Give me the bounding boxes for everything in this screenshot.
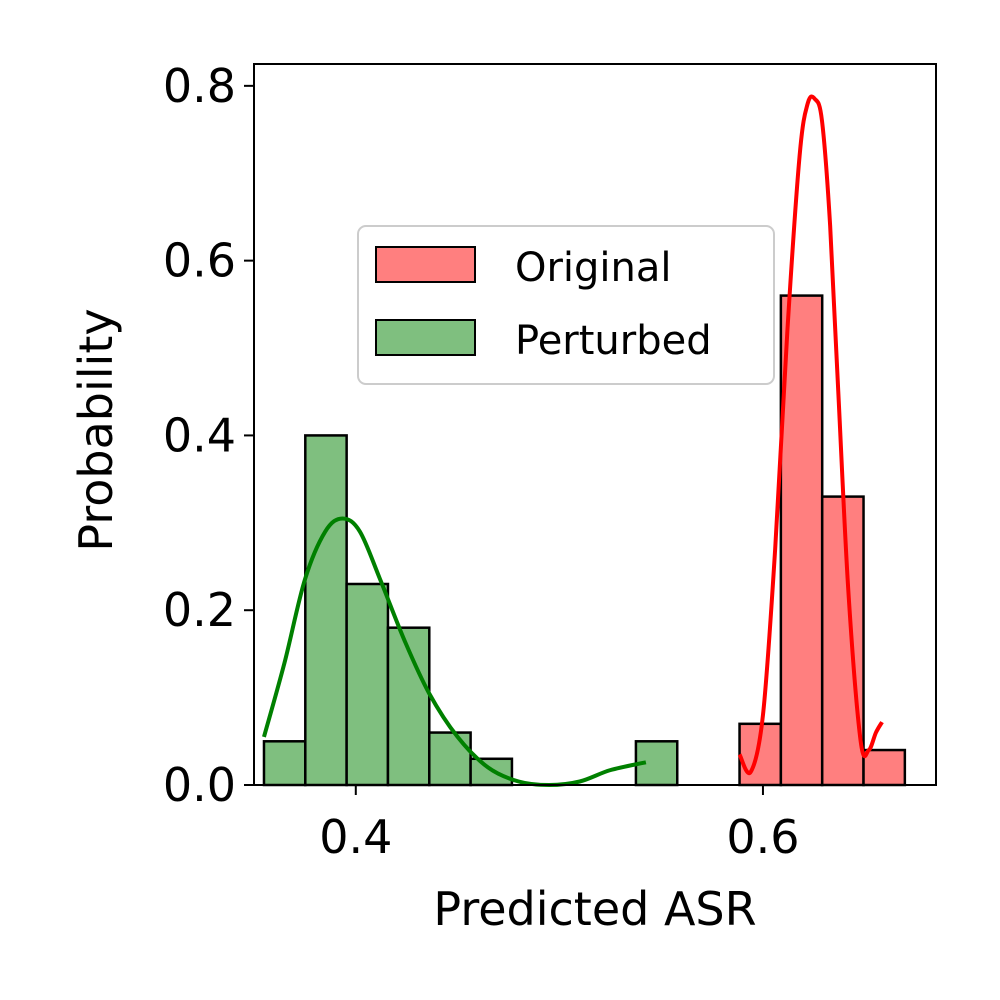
x-tick-label: 0.4 (319, 810, 392, 864)
x-tick-label: 0.6 (726, 810, 799, 864)
perturbed-bar-2 (345, 582, 390, 787)
plot-area (262, 94, 907, 787)
y-tick-label: 0.8 (163, 59, 236, 113)
y-tick-label: 0.4 (163, 408, 236, 462)
original-kde-line (737, 94, 884, 776)
perturbed-bar-4 (428, 731, 472, 787)
original-bar-2 (820, 495, 865, 787)
axis-ticks: 0.4 0.6 0.0 0.2 0.4 0.6 0.8 (163, 59, 800, 864)
legend-swatch-original (375, 246, 476, 283)
perturbed-bar-1 (304, 434, 348, 787)
y-axis-title: Probability (69, 308, 123, 551)
axes-frame (253, 63, 937, 786)
perturbed-bar-0 (262, 740, 307, 787)
y-tick-label: 0.0 (163, 758, 236, 812)
legend-swatch-perturbed (375, 319, 476, 356)
legend: Original Perturbed (357, 225, 775, 385)
y-tick-label: 0.6 (163, 234, 236, 288)
legend-label-original: Original (515, 245, 672, 291)
original-bar-3 (862, 748, 907, 787)
original-bar-1 (779, 294, 824, 787)
legend-label-perturbed: Perturbed (515, 318, 712, 364)
y-tick-label: 0.2 (163, 583, 236, 637)
x-axis-title: Predicted ASR (433, 882, 756, 936)
